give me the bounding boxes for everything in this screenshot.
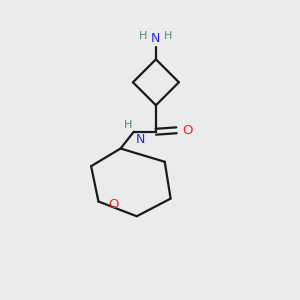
Text: H: H	[124, 120, 132, 130]
Text: H: H	[139, 31, 148, 41]
Text: H: H	[164, 31, 172, 41]
Text: O: O	[108, 198, 119, 211]
Text: O: O	[182, 124, 193, 137]
Text: N: N	[151, 32, 160, 45]
Text: N: N	[135, 133, 145, 146]
